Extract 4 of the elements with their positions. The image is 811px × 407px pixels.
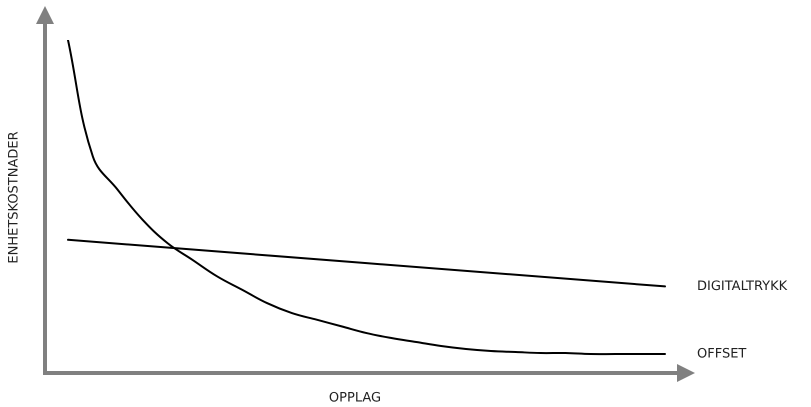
y-axis-title: ENHETSKOSTNADER: [6, 131, 22, 264]
x-axis-title: OPPLAG: [328, 390, 382, 406]
text: OFFSET: [697, 346, 746, 362]
text: DIGITALTRYKK: [697, 278, 788, 294]
